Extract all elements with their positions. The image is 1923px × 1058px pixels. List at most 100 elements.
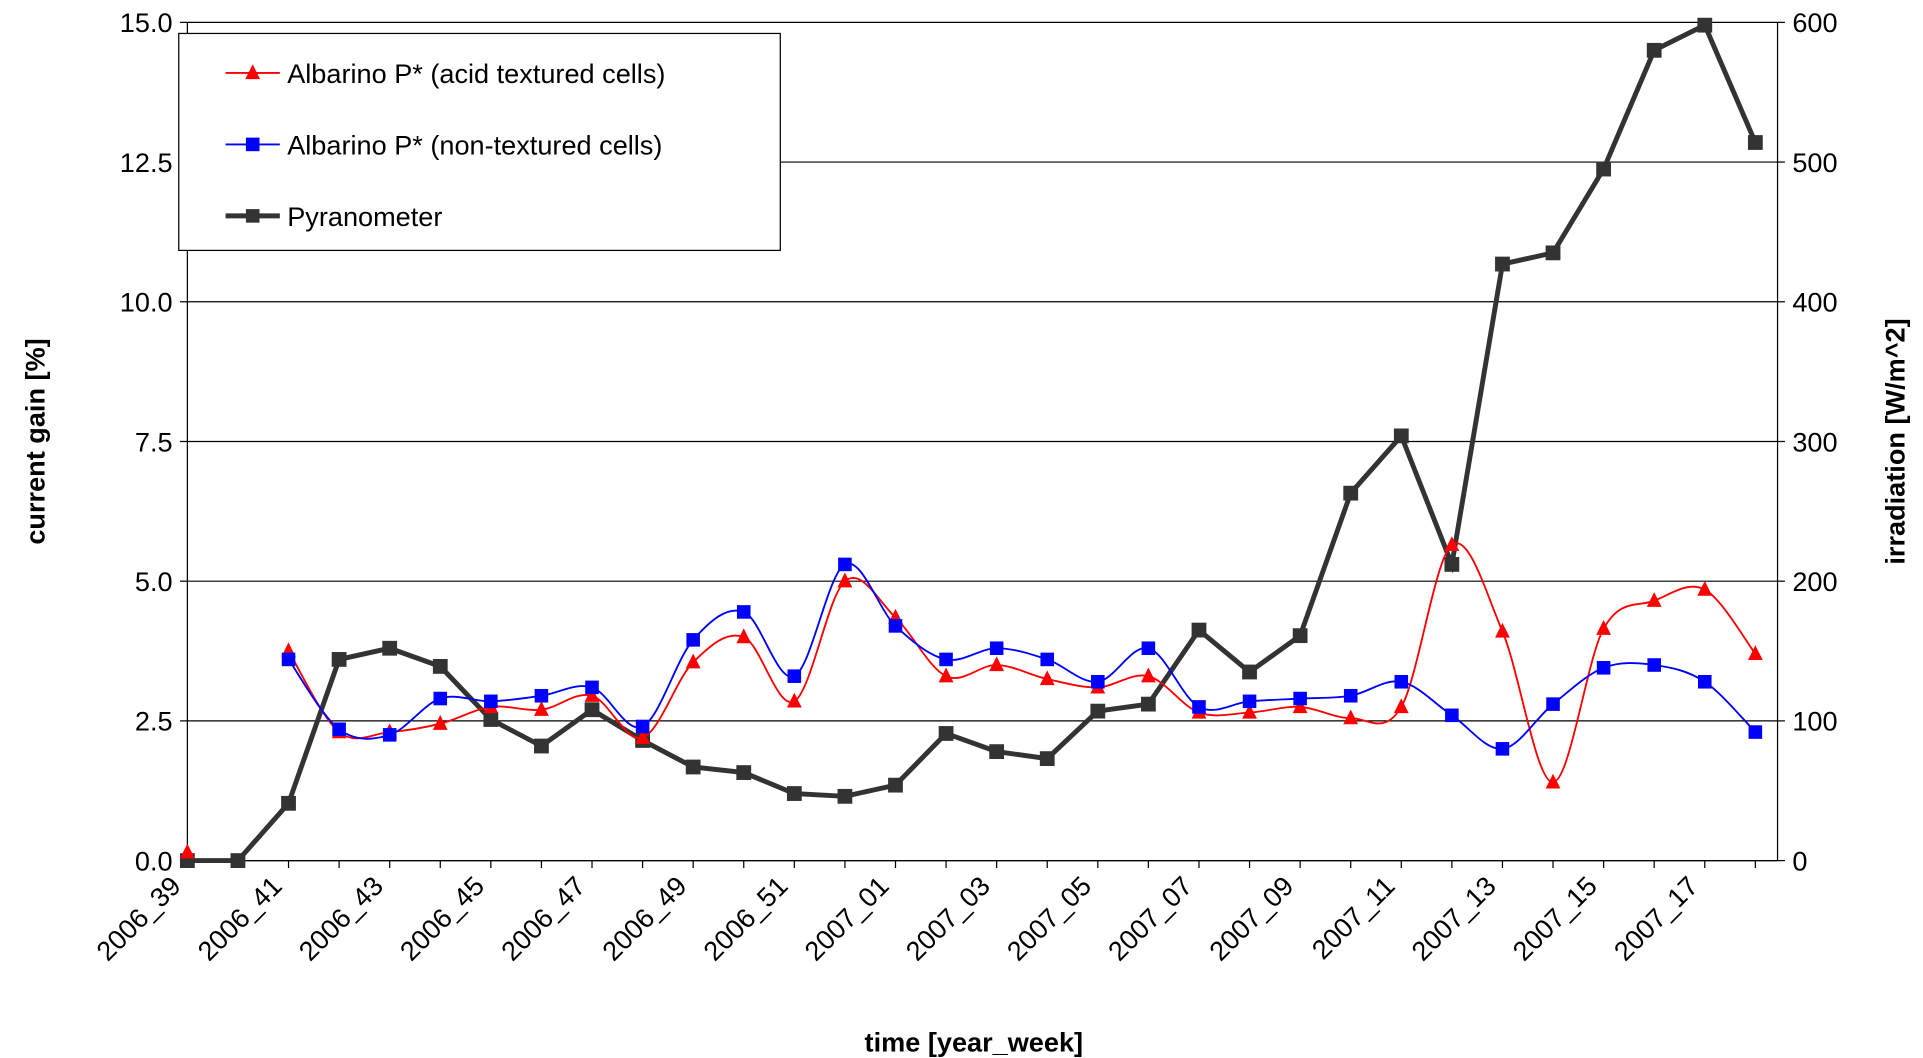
x-axis-title: time [year_week] [865, 1027, 1084, 1058]
y-axis-title: current gain [%] [19, 338, 50, 544]
marker [736, 765, 752, 780]
marker [1596, 620, 1612, 635]
marker [938, 726, 954, 741]
marker [1242, 694, 1257, 709]
x-tick-label: 2007_15 [1506, 870, 1603, 967]
marker [1293, 691, 1307, 706]
y2-tick-label: 300 [1792, 426, 1837, 457]
marker [584, 702, 600, 718]
marker [1697, 674, 1712, 689]
marker [534, 688, 549, 703]
marker [1444, 557, 1460, 572]
legend-label: Pyranometer [287, 201, 442, 232]
y-tick-label: 5.0 [135, 566, 173, 597]
marker [1545, 773, 1561, 789]
marker [332, 722, 346, 737]
x-tick-label: 2007_05 [1001, 870, 1098, 967]
marker [281, 795, 296, 811]
marker [1039, 751, 1055, 767]
y2-tick-label: 200 [1792, 566, 1837, 597]
legend-label: Albarino P* (acid textured cells) [287, 58, 665, 89]
marker [1596, 661, 1611, 675]
legend-marker [245, 64, 261, 80]
y-tick-label: 7.5 [135, 426, 173, 457]
marker [635, 719, 650, 734]
marker [1646, 592, 1662, 607]
marker [432, 715, 448, 730]
x-tick-label: 2007_01 [798, 870, 895, 967]
marker [1747, 135, 1763, 150]
marker [1546, 697, 1560, 711]
marker [534, 738, 549, 754]
y-tick-label: 0.0 [135, 845, 173, 876]
marker [585, 680, 599, 695]
marker [1495, 742, 1510, 756]
marker [685, 653, 701, 669]
x-tick-label: 2006_47 [495, 870, 592, 967]
legend-marker [245, 137, 260, 152]
marker [1343, 485, 1359, 501]
y-tick-label: 2.5 [135, 706, 173, 737]
marker [685, 759, 701, 775]
marker [1647, 658, 1661, 672]
marker [1292, 628, 1308, 644]
marker [1646, 42, 1662, 58]
marker [888, 619, 903, 633]
marker [1191, 622, 1207, 638]
marker [1140, 696, 1156, 712]
marker [1444, 536, 1460, 552]
marker [1393, 698, 1409, 714]
marker [484, 694, 498, 709]
y2-tick-label: 400 [1792, 287, 1837, 318]
marker [1445, 708, 1459, 723]
x-tick-label: 2006_49 [596, 870, 693, 967]
marker [230, 853, 246, 868]
marker [1242, 664, 1257, 680]
marker [989, 641, 1004, 656]
marker [1495, 622, 1510, 638]
marker [736, 628, 752, 644]
x-tick-label: 2007_09 [1203, 870, 1300, 967]
marker [939, 652, 953, 667]
series-line [287, 542, 1757, 784]
x-tick-label: 2006_39 [90, 870, 187, 967]
marker [1495, 256, 1510, 272]
marker [1545, 245, 1561, 261]
x-tick-label: 2006_45 [394, 870, 491, 967]
x-tick-label: 2007_13 [1405, 870, 1502, 967]
marker [1090, 703, 1106, 719]
x-tick-label: 2006_43 [292, 870, 389, 967]
legend: Albarino P* (acid textured cells) Albarin… [178, 32, 781, 252]
marker [382, 728, 397, 742]
marker [432, 659, 448, 674]
marker [1394, 674, 1409, 689]
marker [1596, 161, 1612, 177]
marker [787, 669, 802, 683]
legend-label: Albarino P* (non-textured cells) [287, 129, 662, 160]
y-tick-label: 15.0 [120, 7, 173, 38]
marker [938, 667, 954, 683]
marker [382, 640, 398, 656]
marker [433, 691, 448, 706]
x-tick-label: 2007_11 [1305, 870, 1400, 965]
marker [1343, 709, 1359, 725]
marker [837, 788, 853, 804]
marker [1292, 698, 1308, 714]
marker [989, 744, 1005, 760]
marker [635, 729, 650, 744]
marker [1091, 674, 1105, 689]
y2-tick-label: 0 [1792, 845, 1807, 876]
x-tick-label: 2007_03 [899, 870, 996, 967]
y-tick-label: 10.0 [120, 287, 173, 318]
marker [838, 557, 852, 572]
y2-axis-title: irradiation [W/m^2] [1880, 318, 1911, 564]
marker [786, 692, 802, 708]
marker [281, 652, 296, 667]
legend-marker [245, 209, 260, 223]
marker [736, 605, 751, 619]
marker [1748, 725, 1763, 739]
marker [686, 633, 700, 647]
marker [179, 843, 195, 859]
y2-tick-label: 500 [1792, 147, 1837, 178]
